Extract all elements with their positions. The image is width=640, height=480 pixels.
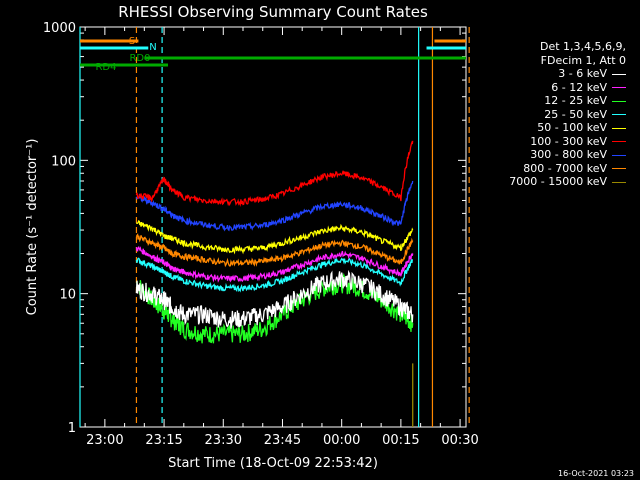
legend-label: 800 - 7000 keV bbox=[523, 161, 607, 175]
x-tick-label: 23:15 bbox=[145, 433, 182, 448]
y-tick-label: 10 bbox=[59, 288, 76, 303]
y-axis-label: Count Rate (s⁻¹ detector⁻¹) bbox=[25, 139, 40, 316]
legend-swatch bbox=[612, 100, 626, 102]
legend-swatch bbox=[612, 127, 626, 129]
x-axis-label: Start Time (18-Oct-09 22:53:42) bbox=[168, 456, 378, 471]
y-tick-label: 1 bbox=[68, 421, 76, 436]
legend: Det 1,3,4,5,6,9, FDecim 1, Att 0 3 - 6 k… bbox=[509, 40, 626, 189]
legend-item: 6 - 12 keV bbox=[509, 81, 626, 95]
series-line-100-300kev bbox=[135, 140, 414, 207]
legend-label: 3 - 6 keV bbox=[558, 67, 607, 80]
flag-label-n: N bbox=[149, 42, 156, 53]
legend-label: 12 - 25 keV bbox=[544, 94, 607, 107]
legend-label: 25 - 50 keV bbox=[544, 107, 607, 121]
x-tick-label: 23:30 bbox=[205, 433, 242, 448]
legend-swatch bbox=[612, 87, 626, 88]
legend-item: 100 - 300 keV bbox=[509, 135, 626, 149]
legend-label: 300 - 800 keV bbox=[530, 148, 607, 161]
legend-label: 100 - 300 keV bbox=[530, 134, 607, 148]
legend-label: 7000 - 15000 keV bbox=[509, 175, 607, 188]
legend-header-1: Det 1,3,4,5,6,9, bbox=[539, 40, 626, 53]
legend-swatch bbox=[612, 114, 626, 115]
x-tick-label: 23:45 bbox=[264, 433, 301, 448]
legend-label: 6 - 12 keV bbox=[551, 80, 607, 94]
legend-header-2: FDecim 1, Att 0 bbox=[540, 53, 626, 67]
legend-label: 50 - 100 keV bbox=[537, 121, 607, 134]
x-tick-label: 00:15 bbox=[382, 433, 419, 448]
legend-swatch bbox=[612, 73, 626, 75]
series-line-300-800kev bbox=[135, 180, 414, 232]
flag-label-rd4: RD4 bbox=[95, 62, 116, 73]
timestamp: 16-Oct-2021 03:23 bbox=[558, 469, 634, 478]
series-line-50-100kev bbox=[135, 220, 414, 255]
series-line-6-12kev bbox=[135, 246, 414, 283]
series-line-800-7000kev bbox=[135, 233, 414, 268]
legend-swatch bbox=[612, 168, 626, 169]
x-tick-label: 00:30 bbox=[441, 433, 478, 448]
series-line-3-6kev bbox=[135, 269, 414, 329]
y-tick-label: 100 bbox=[51, 154, 76, 169]
legend-item: 12 - 25 keV bbox=[509, 94, 626, 108]
series-line-25-50kev bbox=[135, 257, 413, 293]
legend-item: 3 - 6 keV bbox=[509, 67, 626, 81]
legend-item: 25 - 50 keV bbox=[509, 108, 626, 122]
x-tick-label: 23:00 bbox=[86, 433, 123, 448]
x-tick-label: 00:00 bbox=[323, 433, 360, 448]
legend-item: 800 - 7000 keV bbox=[509, 162, 626, 176]
legend-swatch bbox=[612, 154, 626, 156]
y-tick-label: 1000 bbox=[43, 21, 76, 36]
chart-title: RHESSI Observing Summary Count Rates bbox=[118, 3, 428, 21]
legend-item: 300 - 800 keV bbox=[509, 148, 626, 162]
flag-label-rd0: RD0 bbox=[129, 53, 150, 64]
plot-frame bbox=[79, 26, 467, 428]
legend-item: 7000 - 15000 keV bbox=[509, 175, 626, 189]
legend-item: 50 - 100 keV bbox=[509, 121, 626, 135]
flag-label-s: S bbox=[129, 36, 135, 47]
legend-swatch bbox=[612, 141, 626, 142]
legend-swatch bbox=[612, 181, 626, 183]
